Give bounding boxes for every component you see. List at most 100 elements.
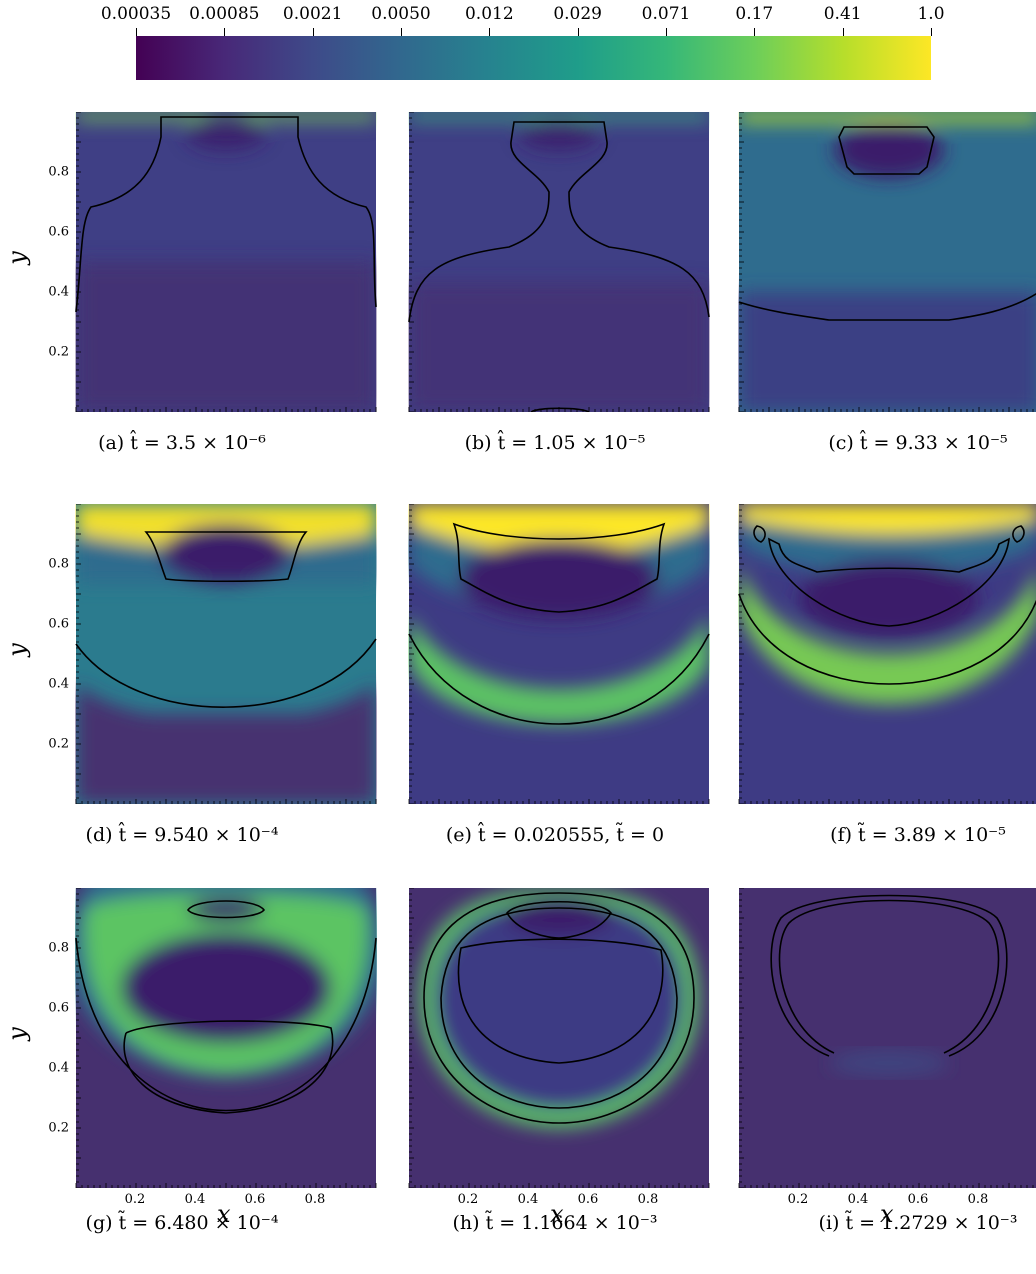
colorbar-tick-label: 0.00085 xyxy=(189,4,260,24)
field-region xyxy=(504,896,614,936)
field-intensity xyxy=(419,888,699,1128)
x-tick-label: 0.8 xyxy=(304,1192,326,1207)
panel-caption: (d) t̂ = 9.540 × 10⁻⁴ xyxy=(85,824,279,846)
field-intensity xyxy=(409,112,709,412)
colorbar-tick-mark xyxy=(312,28,314,36)
field-region xyxy=(459,539,659,619)
x-tick-label: 0.6 xyxy=(577,1192,599,1207)
x-tick-label: 0.6 xyxy=(244,1192,266,1207)
x-tick-label: 0.8 xyxy=(637,1192,659,1207)
contour-line xyxy=(738,292,1036,321)
colorbar-tick-mark xyxy=(224,28,226,36)
colorbar-tick-mark xyxy=(931,28,932,36)
heatmap-panel xyxy=(408,888,710,1188)
field-background xyxy=(739,888,1036,1188)
x-tick-label: 0.8 xyxy=(967,1192,989,1207)
y-tick-label: 0.4 xyxy=(48,676,69,692)
colorbar-tick-label: 0.029 xyxy=(553,4,602,24)
field-intensity xyxy=(76,504,376,804)
x-tick-label: 0.2 xyxy=(124,1192,146,1207)
field-region xyxy=(829,1049,949,1077)
colorbar-tick-mark xyxy=(136,28,137,36)
colorbar-tick-label: 0.012 xyxy=(464,4,514,24)
x-axis-label: x xyxy=(550,1200,564,1228)
colorbar-tick-label: 0.17 xyxy=(735,4,774,24)
heatmap-field xyxy=(738,112,1036,412)
contour-line xyxy=(75,937,377,1112)
heatmap-panel xyxy=(408,504,710,804)
contour-line xyxy=(768,537,1010,627)
panel-caption: (g) t̃ = 6.480 × 10⁻⁴ xyxy=(85,1212,279,1234)
field-region xyxy=(739,112,1036,122)
contour-line xyxy=(408,121,710,323)
colorbar-tick-label: 0.0021 xyxy=(282,4,343,24)
field-region xyxy=(434,900,684,1110)
x-tick-label: 0.4 xyxy=(184,1192,206,1207)
colorbar-tick-mark xyxy=(842,28,844,36)
y-axis-label: y xyxy=(2,251,31,265)
heatmap-field xyxy=(738,504,1036,804)
panel-caption: (c) t̂ = 9.33 × 10⁻⁵ xyxy=(828,432,1008,454)
contour-line xyxy=(738,593,1036,685)
y-axis-label: y xyxy=(2,643,31,657)
y-tick-label: 0.8 xyxy=(48,164,69,180)
field-region xyxy=(121,933,331,1043)
heatmap-panel xyxy=(75,504,377,804)
contour-line xyxy=(778,899,1000,1054)
y-tick-label: 0.4 xyxy=(48,1060,69,1076)
heatmap-panel xyxy=(738,888,1036,1188)
field-region xyxy=(76,684,376,804)
y-tick-label: 0.2 xyxy=(48,1120,69,1136)
field-region xyxy=(409,504,709,554)
contour-line xyxy=(440,907,678,1109)
x-tick-label: 0.6 xyxy=(907,1192,929,1207)
heatmap-panel xyxy=(75,112,377,412)
panel-caption: (h) t̃ = 1.1664 × 10⁻³ xyxy=(452,1212,658,1234)
field-region xyxy=(161,524,291,584)
contour-line xyxy=(770,894,1008,1057)
y-tick-label: 0.2 xyxy=(48,736,69,752)
x-axis-label: x xyxy=(217,1200,231,1228)
heatmap-panel xyxy=(408,112,710,412)
field-intensity xyxy=(739,112,1036,412)
heatmap-panel xyxy=(738,504,1036,804)
x-tick-label: 0.2 xyxy=(787,1192,809,1207)
contour-line xyxy=(408,633,710,725)
x-tick-label: 0.4 xyxy=(847,1192,869,1207)
contour-line xyxy=(457,938,664,1064)
colorbar-tick-mark xyxy=(577,28,579,36)
x-tick-label: 0.2 xyxy=(457,1192,479,1207)
colorbar-tick-label: 0.0050 xyxy=(371,4,431,24)
contour-line xyxy=(75,116,377,313)
colorbar-tick-mark xyxy=(401,28,402,36)
field-region xyxy=(739,504,1036,534)
field-region xyxy=(799,559,979,639)
field-intensity xyxy=(829,1049,949,1077)
heatmap-field xyxy=(738,888,1036,1188)
heatmap-panel xyxy=(75,888,377,1188)
heatmap-field xyxy=(75,112,377,412)
field-intensity xyxy=(76,112,376,412)
panel-caption: (f) t̃ = 3.89 × 10⁻⁵ xyxy=(830,824,1006,846)
colorbar-tick-mark xyxy=(666,28,667,36)
contour-line xyxy=(423,892,695,1124)
colorbar-tick-mark xyxy=(489,28,491,36)
contour-line xyxy=(75,638,377,708)
panel-caption: (e) t̂ = 0.020555, t̃ = 0 xyxy=(445,824,665,846)
colorbar-gradient xyxy=(136,36,931,80)
contour-line xyxy=(753,525,766,543)
field-intensity xyxy=(75,888,377,1078)
x-tick-label: 0.4 xyxy=(517,1192,539,1207)
field-region xyxy=(409,614,709,724)
heatmap-field xyxy=(408,112,710,412)
contour-line xyxy=(144,531,308,583)
field-region xyxy=(409,112,709,120)
heatmap-field xyxy=(75,504,377,804)
heatmap-field xyxy=(408,888,710,1188)
field-region xyxy=(409,282,709,412)
x-axis-label: x xyxy=(880,1200,894,1228)
y-tick-label: 0.6 xyxy=(48,1000,69,1016)
y-axis-label: y xyxy=(2,1027,31,1041)
contour-line xyxy=(452,522,666,613)
field-region xyxy=(834,122,944,178)
